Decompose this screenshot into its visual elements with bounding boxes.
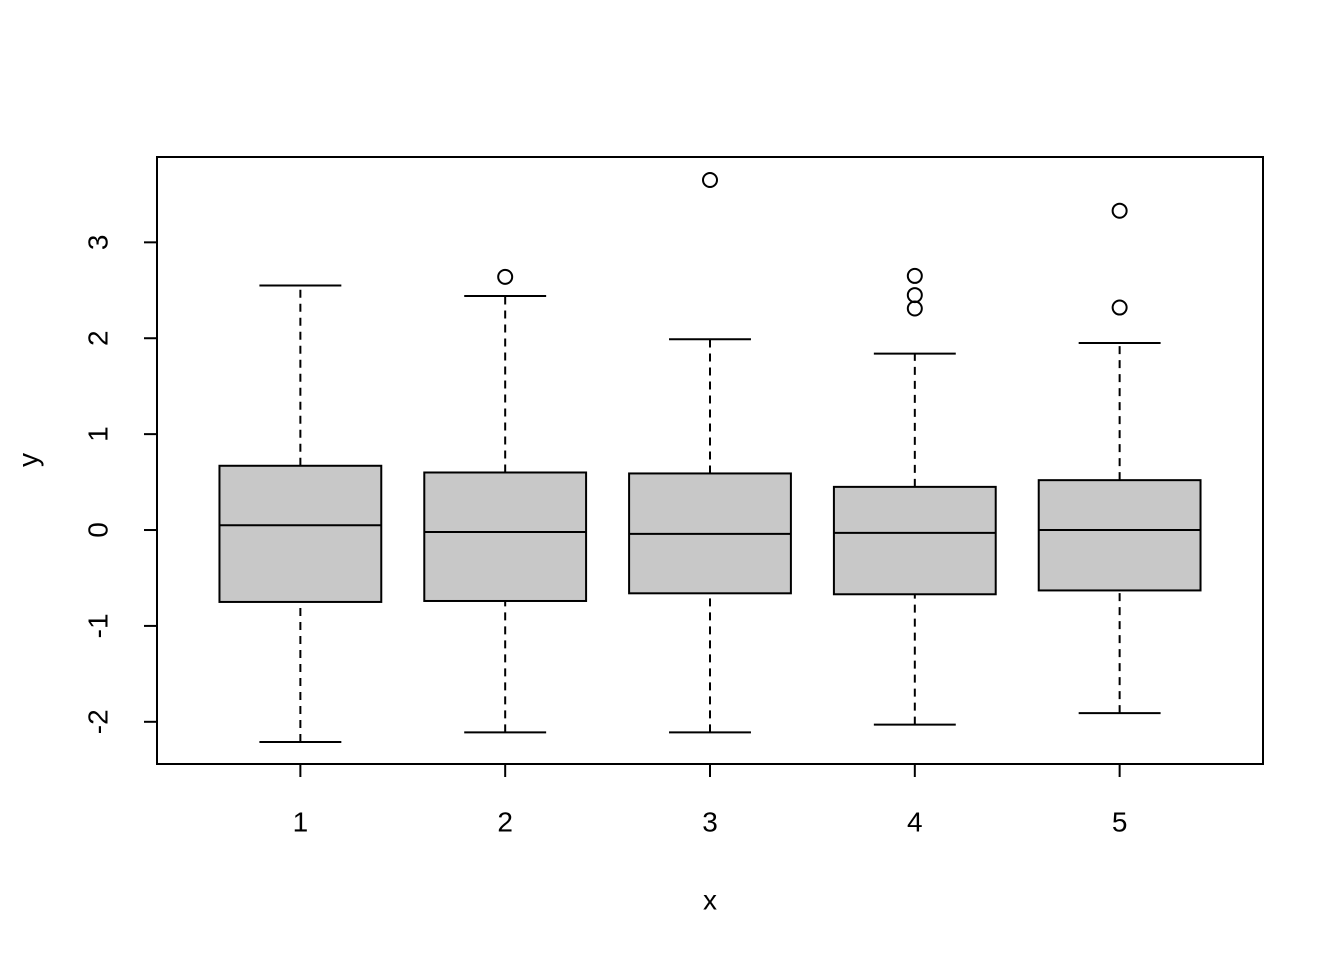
x-tick-label: 1 [293, 806, 309, 837]
x-tick-label: 2 [497, 806, 513, 837]
outlier [906, 300, 923, 317]
y-tick-label: 0 [82, 522, 113, 538]
box [1037, 479, 1202, 592]
y-tick-label: -1 [82, 613, 113, 638]
y-tick-label: 2 [82, 330, 113, 346]
outlier [906, 267, 923, 284]
outlier [1111, 202, 1128, 219]
outlier [497, 268, 514, 285]
outlier [906, 287, 923, 304]
y-tick-label: 3 [82, 235, 113, 251]
y-tick-label: 1 [82, 426, 113, 442]
box [423, 471, 588, 602]
box [832, 485, 997, 596]
outlier [702, 172, 718, 189]
x-tick-label: 5 [1112, 806, 1128, 837]
x-tick-label: 4 [907, 806, 923, 837]
y-axis-label: y [12, 453, 43, 467]
box [218, 464, 383, 603]
outlier [1111, 299, 1128, 316]
y-tick-label: -2 [82, 709, 113, 734]
x-axis-label: x [703, 884, 717, 915]
x-tick-label: 3 [702, 806, 718, 837]
